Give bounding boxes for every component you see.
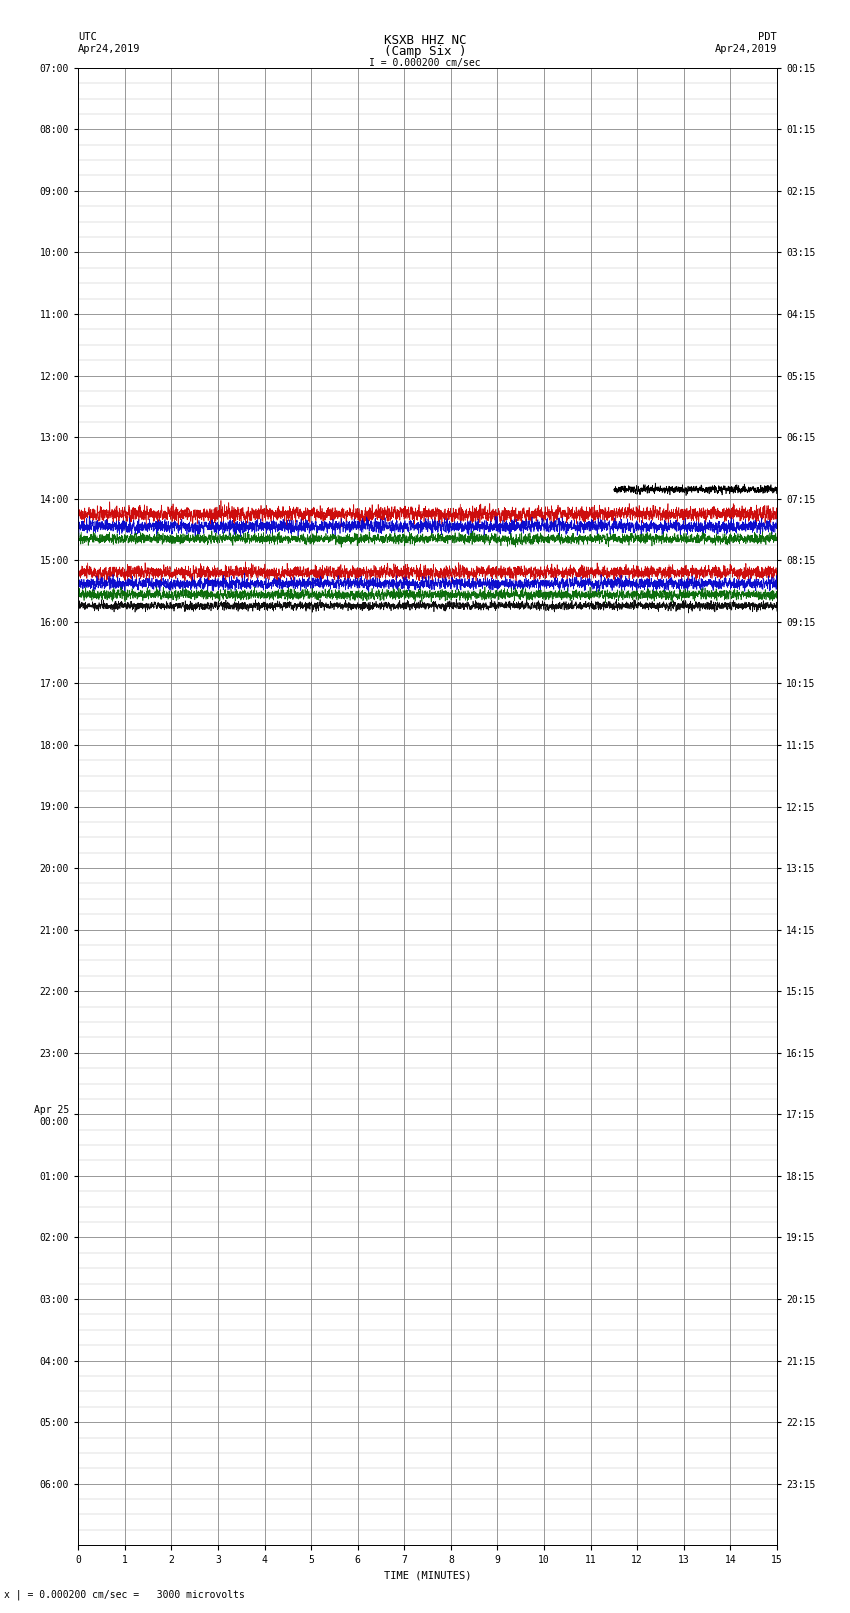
Text: Apr24,2019: Apr24,2019 [78,44,141,53]
Text: UTC: UTC [78,32,97,42]
Text: KSXB HHZ NC: KSXB HHZ NC [383,34,467,47]
Text: x | = 0.000200 cm/sec =   3000 microvolts: x | = 0.000200 cm/sec = 3000 microvolts [4,1589,245,1600]
Text: I = 0.000200 cm/sec: I = 0.000200 cm/sec [369,58,481,68]
Text: (Camp Six ): (Camp Six ) [383,45,467,58]
X-axis label: TIME (MINUTES): TIME (MINUTES) [384,1571,471,1581]
Text: Apr24,2019: Apr24,2019 [714,44,777,53]
Text: PDT: PDT [758,32,777,42]
